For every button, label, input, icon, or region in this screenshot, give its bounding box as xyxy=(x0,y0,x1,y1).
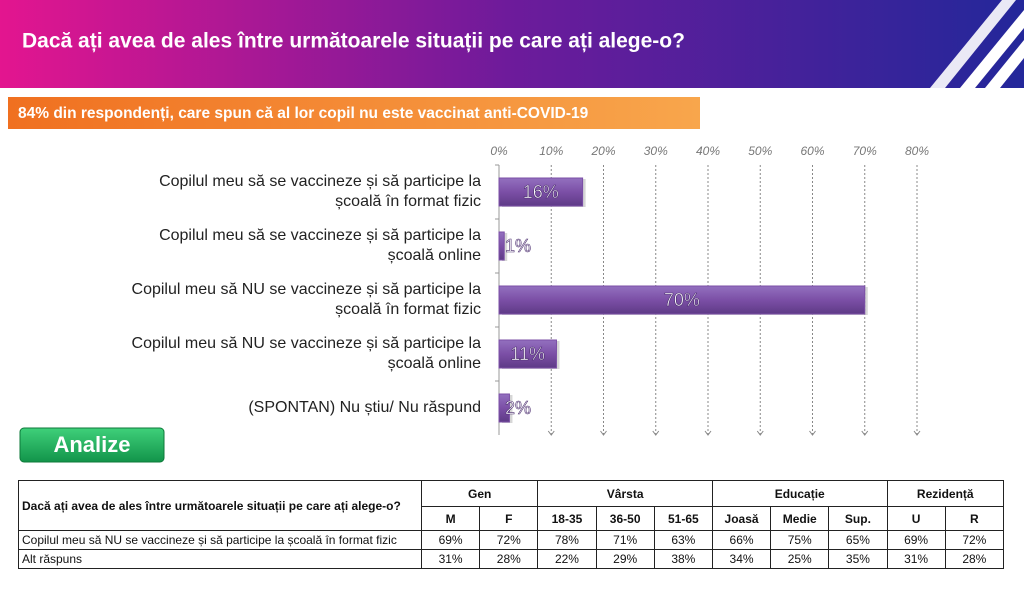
x-tick-label: 10% xyxy=(539,144,563,158)
column-cell: Sup. xyxy=(828,506,888,531)
grid-arrow xyxy=(913,430,921,436)
cell: 22% xyxy=(537,549,597,569)
cell: 31% xyxy=(886,549,946,569)
header-bg xyxy=(0,0,1024,88)
cell: 29% xyxy=(595,549,655,569)
data-row: Alt răspuns 31% 28% 22% 29% 38% 34% 25% 35% 31% 28… xyxy=(18,549,1005,569)
cell: 31% xyxy=(420,549,481,569)
cell: 25% xyxy=(770,549,830,569)
analize-button[interactable] xyxy=(19,427,165,463)
group-cell: Vârsta xyxy=(537,480,713,507)
cell: 72% xyxy=(479,530,539,550)
column-cell: M xyxy=(420,506,481,531)
x-tick-label: 30% xyxy=(644,144,668,158)
column-cell: 18-35 xyxy=(537,506,597,531)
data-row: Copilul meu să NU se vaccineze și să par… xyxy=(18,530,1005,550)
row-label: Alt răspuns xyxy=(18,549,422,569)
banner-bg xyxy=(8,97,700,129)
stripe xyxy=(960,10,1024,88)
button-label[interactable]: Analize xyxy=(53,432,130,457)
bar xyxy=(498,285,866,315)
value-label: 1% xyxy=(505,236,531,256)
cell: 75% xyxy=(770,530,830,550)
x-tick-label: 70% xyxy=(853,144,877,158)
column-row: M F 18-35 36-50 51-65 Joasă Medie Sup. U R xyxy=(19,506,1005,531)
group-cell: Educație xyxy=(711,480,888,507)
cell: 63% xyxy=(653,530,713,550)
cell: 71% xyxy=(595,530,655,550)
banner: 84% din respondenți, care spun că al lor… xyxy=(18,105,589,122)
column-cell: Joasă xyxy=(711,506,772,531)
question-cell: Dacă ați avea de ales între următoarele … xyxy=(18,480,422,531)
cell: 66% xyxy=(711,530,772,550)
grid-arrow xyxy=(756,430,764,436)
stripe xyxy=(930,0,1016,88)
column-cell: U xyxy=(886,506,946,531)
cell: 69% xyxy=(420,530,481,550)
value-label: 70% xyxy=(664,290,700,310)
grid-arrow xyxy=(600,430,607,436)
column-cell: 36-50 xyxy=(595,506,655,531)
category-label: Copilul meu să NU se vaccineze și să par… xyxy=(131,335,481,372)
grid-arrow xyxy=(547,430,555,436)
category-label: (SPONTAN) Nu știu/ Nu răspund xyxy=(248,399,481,416)
cell: 28% xyxy=(479,549,539,569)
bar xyxy=(498,393,510,423)
category-label: Copilul meu să se vaccineze și să partic… xyxy=(159,227,481,264)
x-tick-label: 40% xyxy=(696,144,720,158)
value-label: 2% xyxy=(505,398,531,418)
cell: 72% xyxy=(944,530,1005,550)
x-tick-label: 20% xyxy=(590,144,615,158)
group-cell: Rezidență xyxy=(886,480,1004,507)
title: Dacă ați avea de ales între următoarele … xyxy=(22,30,685,53)
bar xyxy=(498,231,505,261)
bar xyxy=(498,177,584,207)
header-row: Dacă ați avea de ales între următoarele … xyxy=(18,480,1004,531)
column-cell: R xyxy=(944,506,1005,531)
cell: 65% xyxy=(828,530,888,550)
table: Dacă ați avea de ales între următoarele … xyxy=(18,480,1005,569)
column-cell: F xyxy=(479,506,539,531)
x-tick-label: 0% xyxy=(490,144,508,158)
cell: 38% xyxy=(653,549,713,569)
stripe xyxy=(985,40,1024,88)
grid-arrow xyxy=(704,430,712,436)
category-label: Copilul meu să NU se vaccineze și să par… xyxy=(131,281,481,318)
value-label: 16% xyxy=(523,182,559,202)
row-label: Copilul meu să NU se vaccineze și să par… xyxy=(18,530,422,550)
grid-arrow xyxy=(809,430,816,436)
grid-arrow xyxy=(652,430,660,436)
cell: 69% xyxy=(886,530,946,550)
x-tick-label: 50% xyxy=(748,144,772,158)
x-tick-label: 80% xyxy=(905,144,929,158)
x-tick-label: 60% xyxy=(800,144,824,158)
value-label: 11% xyxy=(510,344,545,364)
column-cell: Medie xyxy=(770,506,830,531)
category-label: Copilul meu să se vaccineze și să partic… xyxy=(159,173,481,210)
column-cell: 51-65 xyxy=(653,506,713,531)
grid-arrow xyxy=(861,430,869,436)
group-cell: Gen xyxy=(420,480,539,507)
cell: 28% xyxy=(944,549,1005,569)
bar xyxy=(498,339,557,369)
cell: 35% xyxy=(828,549,888,569)
cell: 78% xyxy=(537,530,597,550)
cell: 34% xyxy=(711,549,772,569)
